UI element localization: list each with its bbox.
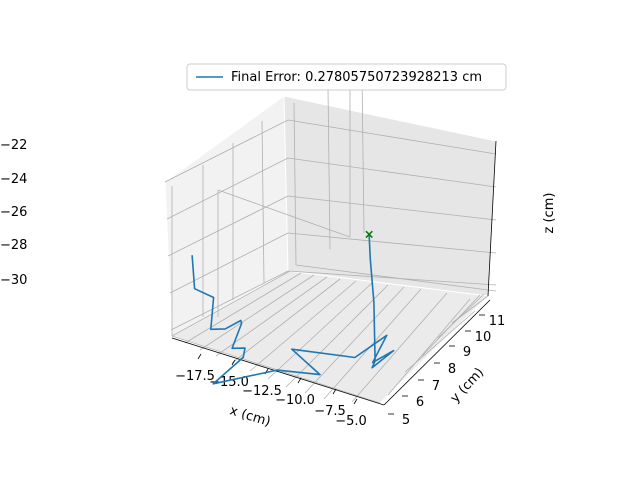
y-tick-label: 6 <box>416 395 424 410</box>
pane-back <box>283 95 497 297</box>
series-line-0 <box>191 234 395 385</box>
y-tick-label: 8 <box>448 362 456 377</box>
x-axis-line <box>171 337 385 406</box>
x-tick-label: −17.5 <box>175 369 215 384</box>
x-tick-label: −10.0 <box>275 393 315 408</box>
z-tick-label: −22 <box>0 138 27 153</box>
z-axis-line <box>487 140 497 297</box>
x-tick <box>297 377 302 384</box>
y-tick-label: 9 <box>463 345 471 360</box>
y-tick-label: 7 <box>432 379 440 394</box>
x-tick-label: −7.5 <box>314 404 346 419</box>
y-tick-label: 11 <box>489 314 506 329</box>
x-tick <box>332 388 337 395</box>
marker-x-0 <box>365 230 373 239</box>
x-tick-label: −12.5 <box>242 384 282 399</box>
y-axis-line <box>383 299 491 406</box>
z-tick-label: −30 <box>0 273 27 288</box>
z-tick-label: −28 <box>0 238 27 253</box>
legend-box <box>186 63 507 91</box>
x-tick-label: −5.0 <box>335 414 367 429</box>
x-axis-label: x (cm) <box>228 403 272 430</box>
z-tick-label: −24 <box>0 172 27 187</box>
grid-lines <box>164 73 497 404</box>
legend-label: Final Error: 0.27805750723928213 cm <box>231 70 482 85</box>
x-tick <box>231 359 236 366</box>
legend: Final Error: 0.27805750723928213 cm <box>186 63 507 91</box>
z-axis-label: z (cm) <box>542 193 557 234</box>
x-tick <box>353 398 358 405</box>
axis-panes <box>164 95 497 404</box>
series-layer <box>191 230 395 385</box>
y-tick-label: 5 <box>402 413 410 428</box>
z-tick-label: −26 <box>0 205 27 220</box>
y-tick-label: 10 <box>475 330 492 345</box>
x-tick <box>197 353 202 360</box>
